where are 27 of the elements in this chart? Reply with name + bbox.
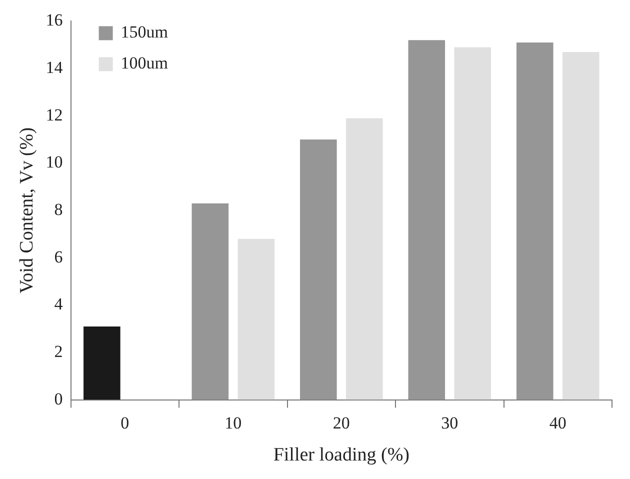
bar xyxy=(238,238,275,400)
bar xyxy=(408,40,446,400)
bar xyxy=(84,326,120,400)
y-tick-label: 4 xyxy=(54,294,64,314)
legend-label: 100um xyxy=(120,54,168,73)
bar xyxy=(346,118,383,400)
x-tick-label: 20 xyxy=(332,413,350,432)
y-tick-label: 16 xyxy=(46,10,63,30)
bar xyxy=(516,42,554,400)
x-tick-label: 40 xyxy=(549,413,566,432)
y-tick-label: 0 xyxy=(54,389,63,408)
x-tick-label: 0 xyxy=(120,413,130,432)
y-tick-label: 6 xyxy=(54,247,63,266)
bar xyxy=(300,140,337,400)
y-tick-label: 14 xyxy=(46,58,64,77)
y-tick-label: 10 xyxy=(46,152,63,172)
y-tick-label: 12 xyxy=(46,105,63,124)
y-tick-label: 8 xyxy=(54,200,63,219)
x-tick-label: 30 xyxy=(441,413,458,432)
x-axis-title: Filler loading (%) xyxy=(273,444,410,466)
legend-label: 150um xyxy=(120,22,168,42)
bar xyxy=(192,203,229,400)
bar xyxy=(454,47,492,400)
bar xyxy=(562,52,600,400)
x-tick-label: 10 xyxy=(224,413,242,432)
y-tick-label: 2 xyxy=(54,342,63,361)
y-axis-title: Void Content, Vv (%) xyxy=(16,127,38,294)
